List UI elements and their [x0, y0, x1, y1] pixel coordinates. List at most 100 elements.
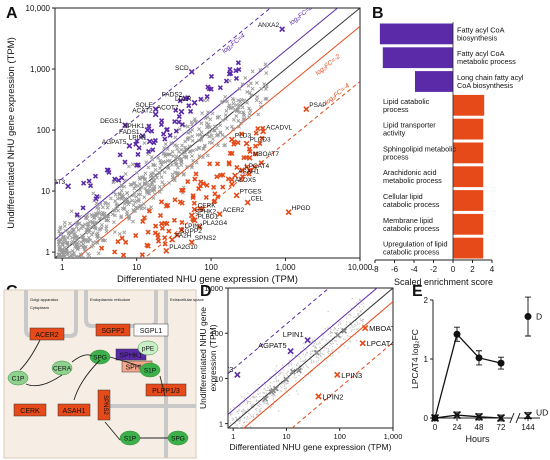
- background-gene-point: [244, 421, 246, 423]
- category-label-line: Fatty acyl CoA: [457, 25, 505, 34]
- background-gene-point: [190, 128, 195, 132]
- up-gene-point: [287, 348, 294, 355]
- background-gene-point: [349, 340, 351, 342]
- background-gene-point: [65, 235, 70, 240]
- background-gene-point: [149, 181, 154, 185]
- compartment-label: Extracellular space: [170, 297, 205, 302]
- background-gene-point: [57, 280, 60, 283]
- background-gene-point: [242, 117, 247, 122]
- background-gene-point: [319, 342, 321, 345]
- down-gene-point: [241, 155, 247, 161]
- background-gene-point: [312, 345, 315, 347]
- up-gene-point: [236, 66, 242, 73]
- data-point: [497, 359, 505, 367]
- background-gene-point: [330, 352, 332, 354]
- category-label: Upregulation of lipid catabolic process: [383, 240, 448, 257]
- metabolite-node: [137, 340, 159, 356]
- background-gene-point: [258, 405, 261, 407]
- background-gene-point: [263, 402, 265, 404]
- down-gene-point: [255, 126, 261, 132]
- background-gene-point: [186, 136, 190, 141]
- background-gene-point: [321, 345, 323, 347]
- background-gene-point: [322, 338, 324, 340]
- fold-change-line: [76, 25, 360, 258]
- background-gene-point: [334, 328, 337, 330]
- background-gene-point: [61, 252, 66, 257]
- background-gene-point: [205, 153, 210, 158]
- metabolite-node: [139, 362, 161, 378]
- background-gene-point: [246, 416, 249, 418]
- background-gene-point: [306, 365, 308, 367]
- data-point: [475, 354, 483, 362]
- background-gene-point: [184, 155, 189, 160]
- up-gene-point: [235, 60, 241, 66]
- background-gene-point: [358, 313, 360, 315]
- down-gene-point: [234, 164, 240, 171]
- down-gene-point: [172, 197, 178, 203]
- background-gene-point: [295, 364, 298, 366]
- background-gene-point: [318, 357, 320, 359]
- up-gene-point: [112, 176, 118, 182]
- background-gene-point: [99, 222, 104, 227]
- background-gene-point: [329, 330, 331, 333]
- background-gene-point: [144, 160, 149, 165]
- x-tick-label: 1,000: [384, 432, 403, 441]
- background-gene-point: [63, 228, 68, 233]
- up-gene-point: [150, 147, 156, 153]
- background-gene-point: [89, 244, 94, 249]
- down-gene-point: [155, 235, 161, 241]
- background-gene-point: [104, 218, 109, 223]
- background-gene-point: [239, 419, 242, 421]
- background-gene-point: [279, 390, 281, 392]
- up-gene-point: [126, 142, 133, 149]
- background-gene-point: [335, 340, 337, 342]
- background-gene-point: [329, 332, 331, 335]
- background-gene-point: [247, 106, 252, 111]
- background-gene-point: [270, 376, 272, 378]
- background-gene-point: [207, 134, 212, 139]
- background-gene-point: [286, 383, 288, 385]
- background-gene-point: [260, 411, 262, 413]
- metabolite-label: S1P: [124, 436, 136, 443]
- down-gene-point: [157, 212, 164, 219]
- background-gene-point: [278, 379, 280, 382]
- background-gene-point: [276, 379, 278, 381]
- background-gene-point: [231, 117, 236, 122]
- background-gene-point: [323, 353, 325, 356]
- background-gene-point: [240, 410, 242, 412]
- background-gene-point: [209, 133, 214, 138]
- background-gene-point: [142, 141, 147, 145]
- down-gene-point: [303, 106, 310, 113]
- up-gene-point: [119, 175, 125, 181]
- background-gene-point: [275, 370, 277, 372]
- background-gene-point: [96, 251, 101, 256]
- background-gene-point: [72, 232, 77, 237]
- background-gene-point: [231, 127, 236, 132]
- background-gene-point: [340, 327, 342, 329]
- enzyme-box: [57, 403, 91, 417]
- background-gene-point: [59, 250, 64, 255]
- gray-gene-point: [262, 396, 269, 402]
- background-gene-point: [245, 410, 247, 412]
- background-gene-point: [326, 341, 328, 343]
- background-gene-point: [260, 408, 262, 410]
- background-gene-point: [152, 187, 157, 192]
- background-gene-point: [339, 337, 342, 339]
- down-gene-point: [229, 150, 235, 156]
- background-gene-point: [267, 395, 269, 397]
- metabolite-label: C1P: [12, 376, 25, 383]
- background-gene-point: [156, 155, 160, 160]
- background-gene-point: [330, 335, 332, 337]
- background-gene-point: [218, 123, 223, 128]
- background-gene-point: [85, 213, 90, 218]
- background-gene-point: [146, 183, 151, 188]
- up-gene-point: [233, 75, 240, 81]
- background-gene-point: [112, 190, 117, 195]
- background-gene-point: [249, 402, 251, 405]
- down-gene-point: [225, 176, 231, 182]
- background-gene-point: [291, 355, 294, 357]
- down-gene-point: [146, 208, 152, 214]
- y-axis-label: Undifferentiated NHU gene expression (TP…: [6, 37, 17, 229]
- background-gene-point: [309, 356, 311, 358]
- background-gene-point: [253, 403, 255, 405]
